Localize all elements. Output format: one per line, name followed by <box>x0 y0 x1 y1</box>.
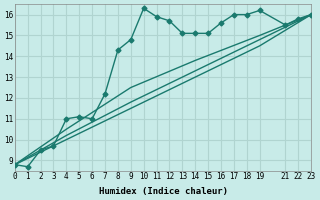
X-axis label: Humidex (Indice chaleur): Humidex (Indice chaleur) <box>99 187 228 196</box>
